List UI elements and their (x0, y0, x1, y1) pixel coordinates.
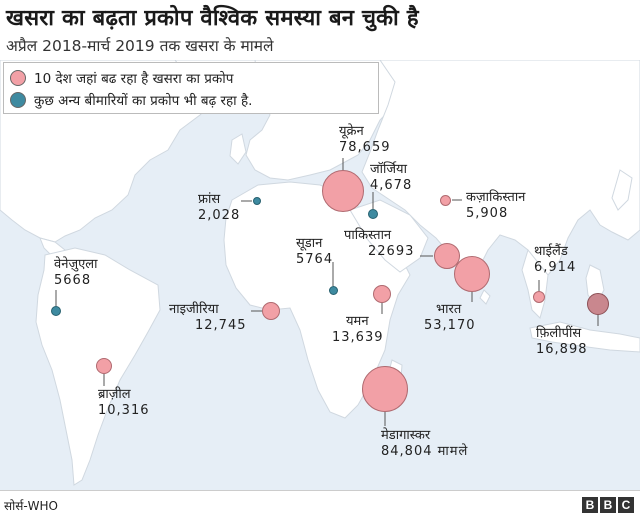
label-brazil: ब्राज़ील 10,316 (98, 387, 150, 419)
label-india-cases: 53,170 (424, 318, 476, 333)
bubble-yemen (373, 285, 391, 303)
label-india-name: भारत (436, 302, 462, 317)
label-thailand-cases: 6,914 (534, 260, 577, 275)
label-madagascar: मेडागास्कर 84,804 मामले (381, 428, 468, 460)
bbc-logo-letter-3: C (618, 497, 634, 513)
label-philippines-cases: 16,898 (536, 342, 588, 357)
footer-divider (0, 490, 640, 491)
label-venezuela-name: वेनेज़ुएला (54, 257, 98, 272)
legend: 10 देश जहां बढ रहा है खसरा का प्रकोप कुछ… (3, 62, 379, 114)
label-venezuela-cases: 5668 (54, 273, 92, 288)
label-yemen-name: यमन (346, 314, 369, 329)
label-sudan-name: सूडान (296, 236, 323, 251)
bubble-france (253, 197, 261, 205)
bubble-ukraine (322, 170, 364, 212)
source-note: सोर्स-WHO (4, 499, 58, 513)
legend-swatch-top10 (10, 70, 26, 86)
label-india: भारत 53,170 (424, 302, 476, 334)
legend-swatch-other (10, 92, 26, 108)
label-nigeria-cases: 12,745 (195, 318, 247, 333)
legend-item-other: कुछ अन्य बीमारियों का प्रकोप भी बढ़ रहा … (10, 89, 252, 111)
bubble-kazakhstan (440, 195, 451, 206)
label-georgia-cases: 4,678 (370, 178, 413, 193)
label-yemen: यमन 13,639 (332, 314, 384, 346)
legend-label-top10: 10 देश जहां बढ रहा है खसरा का प्रकोप (34, 71, 234, 87)
label-ukraine: यूक्रेन 78,659 (339, 124, 391, 156)
label-ukraine-cases: 78,659 (339, 140, 391, 155)
bubble-georgia (368, 209, 378, 219)
label-madagascar-cases: 84,804 मामले (381, 444, 469, 459)
label-france-name: फ्रांस (198, 192, 221, 207)
landmass-asia (361, 60, 640, 289)
label-philippines-name: फ़िलीपींस (536, 326, 582, 341)
label-france-cases: 2,028 (198, 208, 241, 223)
bubble-india (454, 256, 490, 292)
label-kazakhstan: कज़ाकिस्तान 5,908 (466, 190, 525, 222)
label-nigeria-name: नाइजीरिया (169, 302, 219, 317)
label-georgia: जॉर्जिया 4,678 (370, 162, 412, 194)
bubble-madagascar (362, 366, 408, 412)
bubble-brazil (96, 358, 112, 374)
label-venezuela: वेनेज़ुएला 5668 (54, 257, 97, 289)
label-thailand: थाईलैंड 6,914 (534, 244, 576, 276)
legend-item-top10: 10 देश जहां बढ रहा है खसरा का प्रकोप (10, 67, 233, 89)
label-pakistan: पाकिस्तान 22693 (344, 228, 414, 260)
chart-subtitle: अप्रैल 2018-मार्च 2019 तक खसरा के मामले (6, 37, 274, 55)
bbc-logo-letter-1: B (582, 497, 598, 513)
bubble-thailand (533, 291, 545, 303)
bubble-pakistan (434, 243, 460, 269)
label-kazakhstan-name: कज़ाकिस्तान (466, 190, 526, 205)
bubble-venezuela (51, 306, 61, 316)
label-yemen-cases: 13,639 (332, 330, 384, 345)
legend-label-other: कुछ अन्य बीमारियों का प्रकोप भी बढ़ रहा … (34, 93, 253, 109)
bubble-nigeria (262, 302, 280, 320)
landmass-japan (611, 169, 633, 211)
bubble-sudan (329, 286, 338, 295)
bbc-logo: B B C (582, 497, 634, 513)
label-thailand-name: थाईलैंड (534, 244, 568, 259)
landmass-sri-lanka (479, 289, 491, 305)
label-nigeria: नाइजीरिया 12,745 (169, 302, 247, 334)
landmass-indonesia (529, 321, 640, 353)
label-georgia-name: जॉर्जिया (370, 162, 407, 177)
label-france: फ्रांस 2,028 (198, 192, 240, 224)
label-pakistan-name: पाकिस्तान (344, 228, 392, 243)
label-brazil-name: ब्राज़ील (98, 387, 131, 402)
landmass-uk (229, 133, 247, 165)
label-sudan-cases: 5764 (296, 252, 334, 267)
label-pakistan-cases: 22693 (368, 244, 415, 259)
bbc-logo-letter-2: B (600, 497, 616, 513)
label-brazil-cases: 10,316 (98, 403, 150, 418)
label-kazakhstan-cases: 5,908 (466, 206, 509, 221)
label-sudan: सूडान 5764 (296, 236, 333, 268)
label-madagascar-name: मेडागास्कर (381, 428, 431, 443)
bubble-philippines (587, 293, 609, 315)
label-philippines: फ़िलीपींस 16,898 (536, 326, 588, 358)
label-ukraine-name: यूक्रेन (339, 124, 364, 139)
chart-title: खसरा का बढ़ता प्रकोप वैश्विक समस्या बन च… (6, 6, 419, 31)
